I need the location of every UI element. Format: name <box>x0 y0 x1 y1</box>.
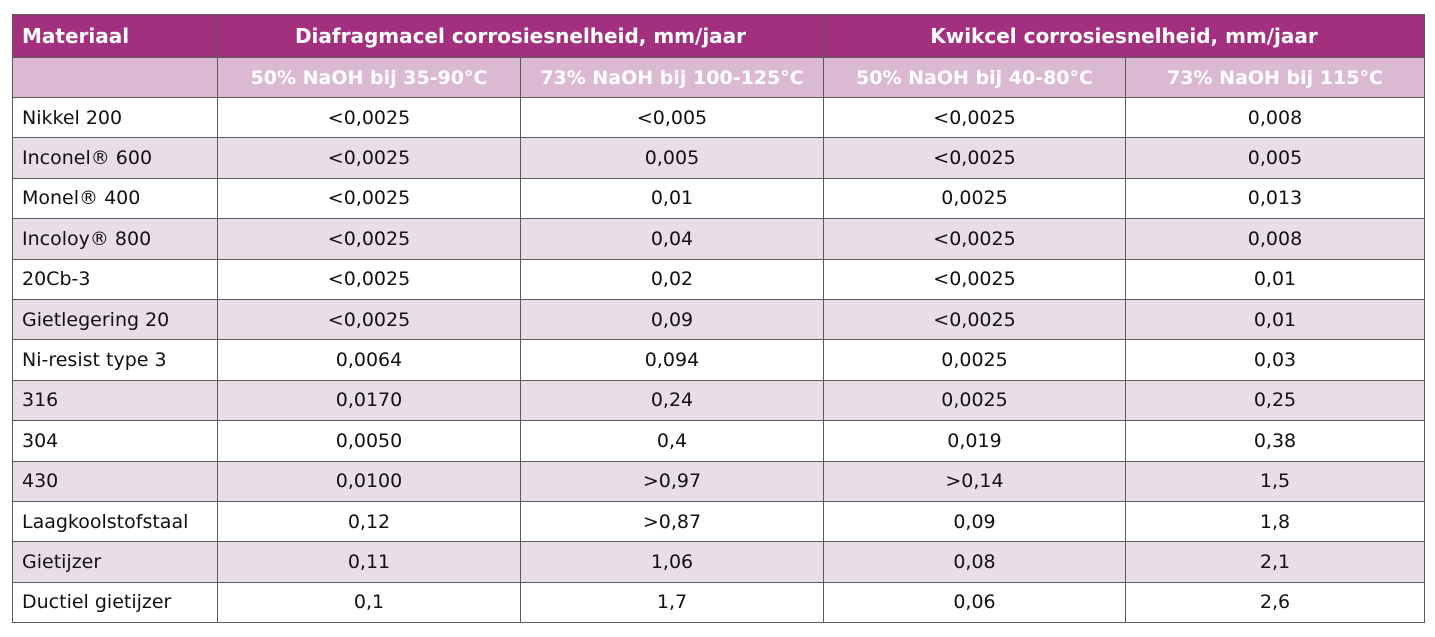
table-row: Monel® 400 <0,0025 0,01 0,0025 0,013 <box>12 177 1425 220</box>
mercury-73-cell: 1,5 <box>1125 460 1425 502</box>
table-row: 20Cb-3 <0,0025 0,02 <0,0025 0,01 <box>12 258 1425 300</box>
table-row: 430 0,0100 >0,97 >0,14 1,5 <box>12 460 1425 502</box>
mercury-73-cell: 0,005 <box>1125 137 1425 179</box>
table-row: Incoloy® 800 <0,0025 0,04 <0,0025 0,008 <box>12 218 1425 260</box>
table-row: Laagkoolstofstaal 0,12 >0,87 0,09 1,8 <box>12 500 1425 543</box>
material-cell: Gietijzer <box>12 541 218 583</box>
diaphragm-50-cell: <0,0025 <box>217 258 521 300</box>
table-row: Inconel® 600 <0,0025 0,005 <0,0025 0,005 <box>12 137 1425 179</box>
material-cell: Ductiel gietijzer <box>12 581 218 624</box>
diaphragm-cell-group-header: Diafragmacel corrosiesnelheid, mm/jaar <box>217 14 824 58</box>
subheader-diaphragm-73: 73% NaOH bij 100-125°C <box>520 57 824 98</box>
material-cell: Gietlegering 20 <box>12 298 218 341</box>
diaphragm-50-cell: <0,0025 <box>217 96 521 139</box>
diaphragm-73-cell: 0,005 <box>520 137 824 179</box>
diaphragm-73-cell: 0,094 <box>520 339 824 381</box>
mercury-73-cell: 2,6 <box>1125 581 1425 624</box>
diaphragm-73-cell: 0,02 <box>520 258 824 300</box>
diaphragm-73-cell: <0,005 <box>520 96 824 139</box>
mercury-50-cell: 0,08 <box>823 541 1126 583</box>
mercury-50-cell: 0,0025 <box>823 379 1126 422</box>
material-column-header: Materiaal <box>12 14 218 58</box>
diaphragm-50-cell: <0,0025 <box>217 177 521 220</box>
corrosion-rate-table: Materiaal Diafragmacel corrosiesnelheid,… <box>12 14 1425 624</box>
mercury-50-cell: 0,019 <box>823 420 1126 462</box>
diaphragm-73-cell: 0,4 <box>520 420 824 462</box>
table-row: Gietlegering 20 <0,0025 0,09 <0,0025 0,01 <box>12 298 1425 341</box>
material-cell: 316 <box>12 379 218 422</box>
mercury-73-cell: 0,013 <box>1125 177 1425 220</box>
diaphragm-50-cell: 0,12 <box>217 500 521 543</box>
mercury-73-cell: 0,38 <box>1125 420 1425 462</box>
diaphragm-50-cell: 0,0050 <box>217 420 521 462</box>
mercury-50-cell: <0,0025 <box>823 137 1126 179</box>
subheader-empty-cell <box>12 57 218 98</box>
mercury-50-cell: 0,09 <box>823 500 1126 543</box>
material-cell: Laagkoolstofstaal <box>12 500 218 543</box>
material-cell: Monel® 400 <box>12 177 218 220</box>
diaphragm-50-cell: 0,0170 <box>217 379 521 422</box>
material-cell: Nikkel 200 <box>12 96 218 139</box>
subheader-mercury-73: 73% NaOH bij 115°C <box>1125 57 1425 98</box>
mercury-73-cell: 0,25 <box>1125 379 1425 422</box>
mercury-50-cell: 0,0025 <box>823 177 1126 220</box>
mercury-73-cell: 0,01 <box>1125 298 1425 341</box>
diaphragm-73-cell: 1,06 <box>520 541 824 583</box>
table-row: Nikkel 200 <0,0025 <0,005 <0,0025 0,008 <box>12 96 1425 139</box>
material-cell: Ni-resist type 3 <box>12 339 218 381</box>
table-row: Gietijzer 0,11 1,06 0,08 2,1 <box>12 541 1425 583</box>
subheader-row: 50% NaOH bij 35-90°C 73% NaOH bij 100-12… <box>12 57 1425 98</box>
mercury-50-cell: <0,0025 <box>823 298 1126 341</box>
table-body: Nikkel 200 <0,0025 <0,005 <0,0025 0,008 Incon… <box>12 96 1425 624</box>
table-row: Ductiel gietijzer 0,1 1,7 0,06 2,6 <box>12 581 1425 624</box>
diaphragm-73-cell: 1,7 <box>520 581 824 624</box>
mercury-73-cell: 1,8 <box>1125 500 1425 543</box>
mercury-50-cell: <0,0025 <box>823 218 1126 260</box>
mercury-50-cell: <0,0025 <box>823 96 1126 139</box>
diaphragm-73-cell: 0,01 <box>520 177 824 220</box>
table-row: Ni-resist type 3 0,0064 0,094 0,0025 0,03 <box>12 339 1425 381</box>
material-cell: 20Cb-3 <box>12 258 218 300</box>
mercury-cell-group-header: Kwikcel corrosiesnelheid, mm/jaar <box>823 14 1425 58</box>
diaphragm-73-cell: >0,87 <box>520 500 824 543</box>
mercury-50-cell: 0,0025 <box>823 339 1126 381</box>
diaphragm-50-cell: 0,11 <box>217 541 521 583</box>
material-cell: 304 <box>12 420 218 462</box>
mercury-50-cell: <0,0025 <box>823 258 1126 300</box>
table-row: 304 0,0050 0,4 0,019 0,38 <box>12 420 1425 462</box>
table-row: 316 0,0170 0,24 0,0025 0,25 <box>12 379 1425 422</box>
diaphragm-50-cell: 0,0064 <box>217 339 521 381</box>
material-cell: Inconel® 600 <box>12 137 218 179</box>
corrosion-table-container: Materiaal Diafragmacel corrosiesnelheid,… <box>12 14 1425 624</box>
diaphragm-50-cell: <0,0025 <box>217 218 521 260</box>
subheader-diaphragm-50: 50% NaOH bij 35-90°C <box>217 57 521 98</box>
header-row: Materiaal Diafragmacel corrosiesnelheid,… <box>12 14 1425 58</box>
diaphragm-50-cell: <0,0025 <box>217 298 521 341</box>
subheader-mercury-50: 50% NaOH bij 40-80°C <box>823 57 1126 98</box>
diaphragm-50-cell: <0,0025 <box>217 137 521 179</box>
mercury-73-cell: 0,008 <box>1125 96 1425 139</box>
mercury-73-cell: 0,008 <box>1125 218 1425 260</box>
diaphragm-50-cell: 0,1 <box>217 581 521 624</box>
material-cell: Incoloy® 800 <box>12 218 218 260</box>
diaphragm-73-cell: 0,24 <box>520 379 824 422</box>
diaphragm-73-cell: 0,04 <box>520 218 824 260</box>
mercury-50-cell: 0,06 <box>823 581 1126 624</box>
material-cell: 430 <box>12 460 218 502</box>
diaphragm-73-cell: >0,97 <box>520 460 824 502</box>
mercury-73-cell: 0,01 <box>1125 258 1425 300</box>
mercury-73-cell: 0,03 <box>1125 339 1425 381</box>
diaphragm-50-cell: 0,0100 <box>217 460 521 502</box>
mercury-50-cell: >0,14 <box>823 460 1126 502</box>
mercury-73-cell: 2,1 <box>1125 541 1425 583</box>
diaphragm-73-cell: 0,09 <box>520 298 824 341</box>
